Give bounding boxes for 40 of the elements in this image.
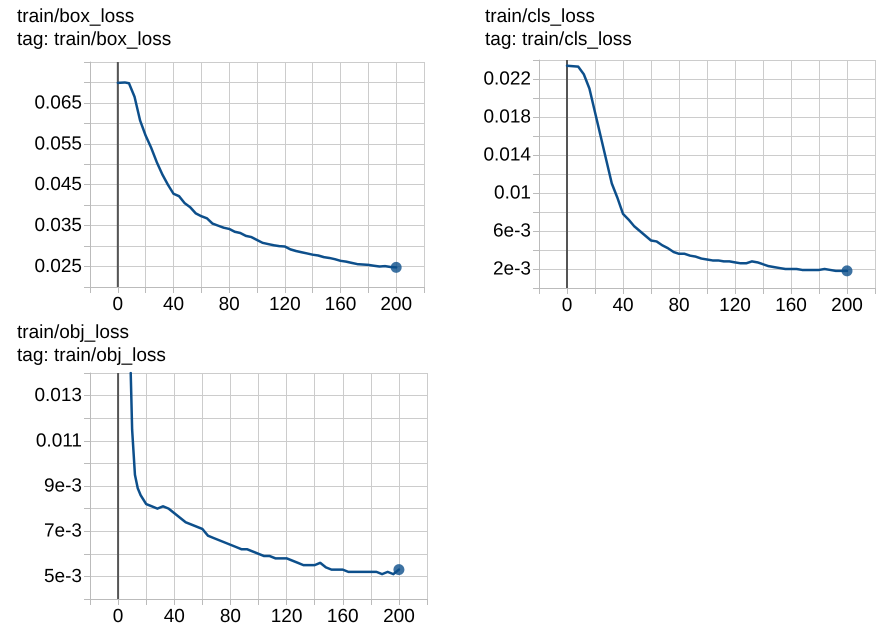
y-tick-label: 0.055 [34, 133, 82, 154]
chart-subtitle: tag: train/obj_loss [17, 345, 166, 366]
y-tick-label: 7e-3 [44, 520, 82, 542]
x-tick-label: 160 [324, 294, 356, 315]
x-tick-label: 80 [668, 295, 690, 316]
x-tick-label: 0 [562, 295, 572, 316]
y-tick-label: 0.035 [34, 215, 82, 236]
chart-subtitle: tag: train/box_loss [17, 29, 172, 50]
x-tick-label: 120 [719, 295, 751, 316]
x-tick-label: 40 [612, 295, 634, 316]
y-tick-label: 0.025 [34, 256, 82, 278]
x-tick-label: 80 [220, 606, 241, 627]
chart-title: train/box_loss [17, 6, 134, 27]
y-tick-label: 9e-3 [44, 476, 82, 496]
y-tick-label: 6e-3 [492, 220, 531, 242]
y-tick-label: 0.01 [494, 182, 531, 204]
y-tick-label: 0.022 [483, 68, 531, 90]
x-tick-label: 200 [380, 294, 412, 315]
chart-title: train/cls_loss [485, 6, 595, 27]
x-tick-label: 160 [775, 295, 807, 316]
y-tick-label: 0.018 [483, 106, 531, 128]
y-tick-label: 0.065 [34, 92, 82, 114]
x-tick-label: 160 [326, 606, 359, 627]
x-tick-label: 120 [268, 294, 301, 315]
x-tick-label: 0 [112, 606, 124, 627]
chart-subtitle: tag: train/cls_loss [485, 29, 632, 50]
x-tick-label: 200 [383, 606, 415, 627]
y-tick-label: 0.013 [34, 385, 82, 406]
y-tick-label: 0.011 [36, 430, 82, 452]
chart-title: train/obj_loss [17, 322, 129, 343]
y-tick-label: 5e-3 [44, 566, 82, 587]
y-tick-label: 2e-3 [492, 258, 531, 280]
x-tick-label: 120 [270, 606, 302, 627]
y-tick-label: 0.045 [34, 174, 82, 196]
y-tick-label: 0.014 [483, 144, 532, 166]
x-tick-label: 40 [164, 606, 185, 627]
x-tick-label: 0 [112, 294, 124, 315]
x-tick-label: 40 [162, 294, 184, 315]
x-tick-label: 80 [218, 294, 240, 315]
x-tick-label: 200 [831, 295, 863, 316]
